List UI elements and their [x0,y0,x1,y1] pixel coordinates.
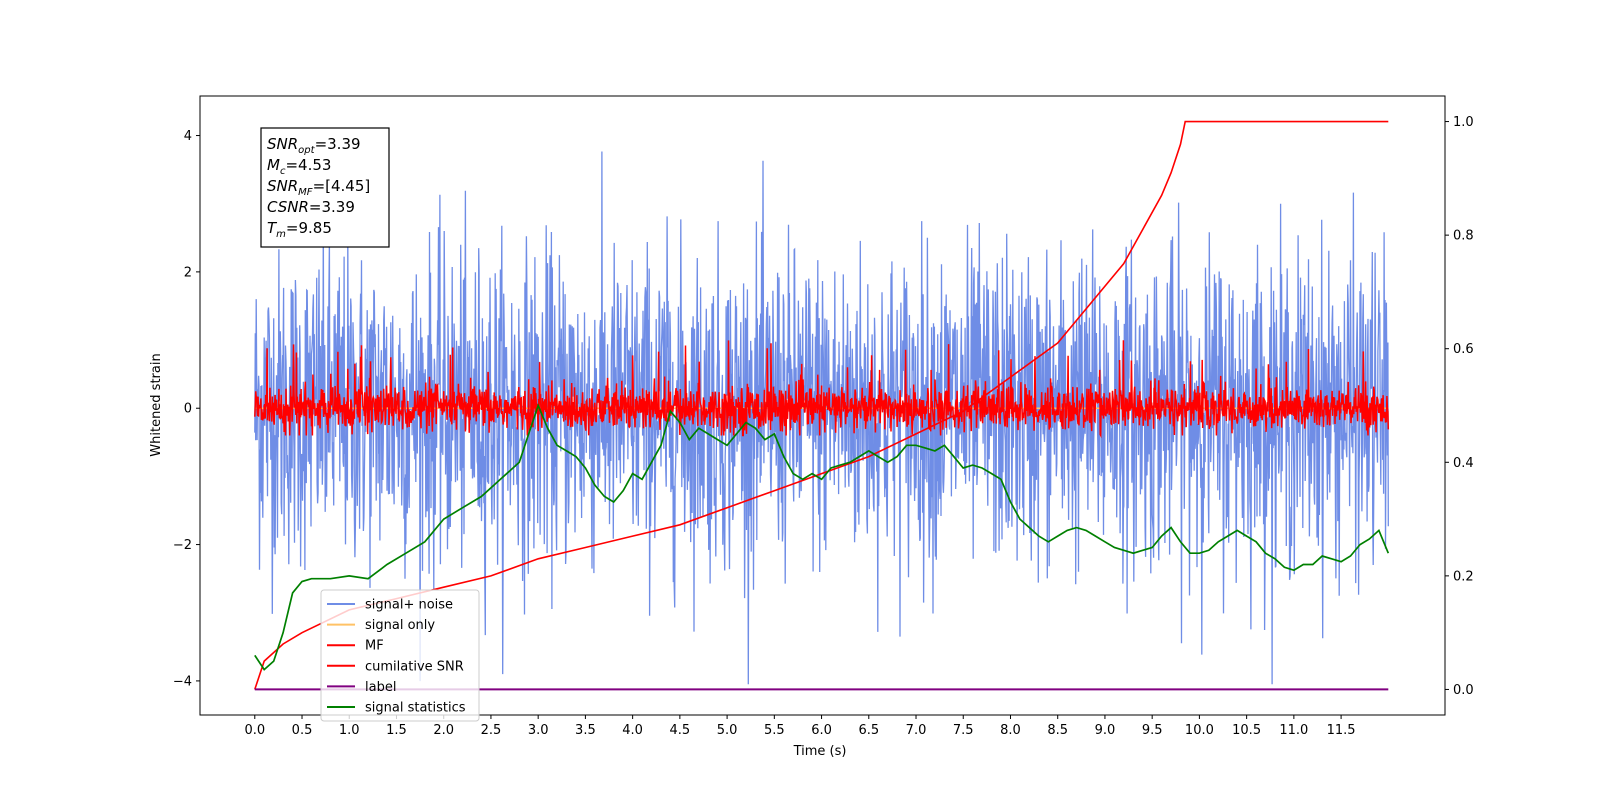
annotation-line: Tm=9.85 [267,219,332,240]
y-tick-label: −2 [173,538,192,553]
y2-tick-label: 1.0 [1453,115,1474,130]
x-tick-label: 2.5 [481,723,502,738]
y-tick-label: 0 [184,402,192,417]
x-tick-label: 0.5 [292,723,313,738]
x-tick-label: 10.0 [1185,723,1214,738]
y-axis-label: Whitened strain [149,353,164,456]
series-signal-noise [254,151,1389,685]
ticks-layer: 0.0 0.5 1.0 1.5 2.0 2.5 3.0 3.5 4.0 4.5 5.0 5.5 6.0 6… [173,115,1474,738]
x-tick-label: 4.5 [670,723,691,738]
legend-frame [320,589,480,722]
annotation-line: SNRopt=3.39 [267,135,361,156]
legend: signal+ noise signal only MF cumilative SNR… [320,589,480,722]
y-tick-label: 2 [184,265,192,280]
x-tick-label: 7.5 [953,723,974,738]
x-tick-label: 8.0 [1000,723,1021,738]
plot-frame [199,95,1446,716]
x-tick-label: 1.0 [339,723,360,738]
x-tick-label: 5.5 [764,723,785,738]
x-tick-label: 8.5 [1047,723,1068,738]
x-axis-label: Time (s) [793,744,847,759]
x-tick-label: 9.0 [1095,723,1116,738]
legend-label: signal only [365,618,435,633]
legend-label: signal statistics [365,701,466,716]
legend-label: signal+ noise [365,598,453,613]
x-tick-label: 7.0 [906,723,927,738]
series-mf [254,340,1390,439]
x-tick-label: 6.0 [811,723,832,738]
x-tick-label: 5.0 [717,723,738,738]
x-tick-label: 11.0 [1279,723,1308,738]
annotation-frame [260,127,390,248]
x-tick-label: 9.5 [1142,723,1163,738]
y2-tick-label: 0.6 [1453,342,1474,357]
x-tick-label: 6.5 [858,723,879,738]
x-tick-label: 3.0 [528,723,549,738]
x-tick-label: 0.0 [244,723,265,738]
annotation-line: SNRMF=[4.45] [267,177,370,198]
x-tick-label: 4.0 [622,723,643,738]
x-tick-label: 3.5 [575,723,596,738]
y2-tick-label: 0.8 [1453,229,1474,244]
y2-tick-label: 0.4 [1453,456,1474,471]
x-tick-label: 2.0 [433,723,454,738]
annotation-line: CSNR=3.39 [267,198,355,216]
legend-label: label [365,680,396,695]
x-tick-label: 10.5 [1232,723,1261,738]
y2-tick-label: 0.0 [1453,683,1474,698]
x-tick-label: 11.5 [1327,723,1356,738]
legend-label: MF [365,639,384,654]
annotation-line: Mc=4.53 [267,156,331,177]
series-signal-statistics [254,403,1390,671]
y-tick-label: 4 [184,129,192,144]
y-tick-label: −4 [173,674,192,689]
x-tick-label: 1.5 [386,723,407,738]
y2-tick-label: 0.2 [1453,569,1474,584]
legend-label: cumilative SNR [365,659,464,674]
